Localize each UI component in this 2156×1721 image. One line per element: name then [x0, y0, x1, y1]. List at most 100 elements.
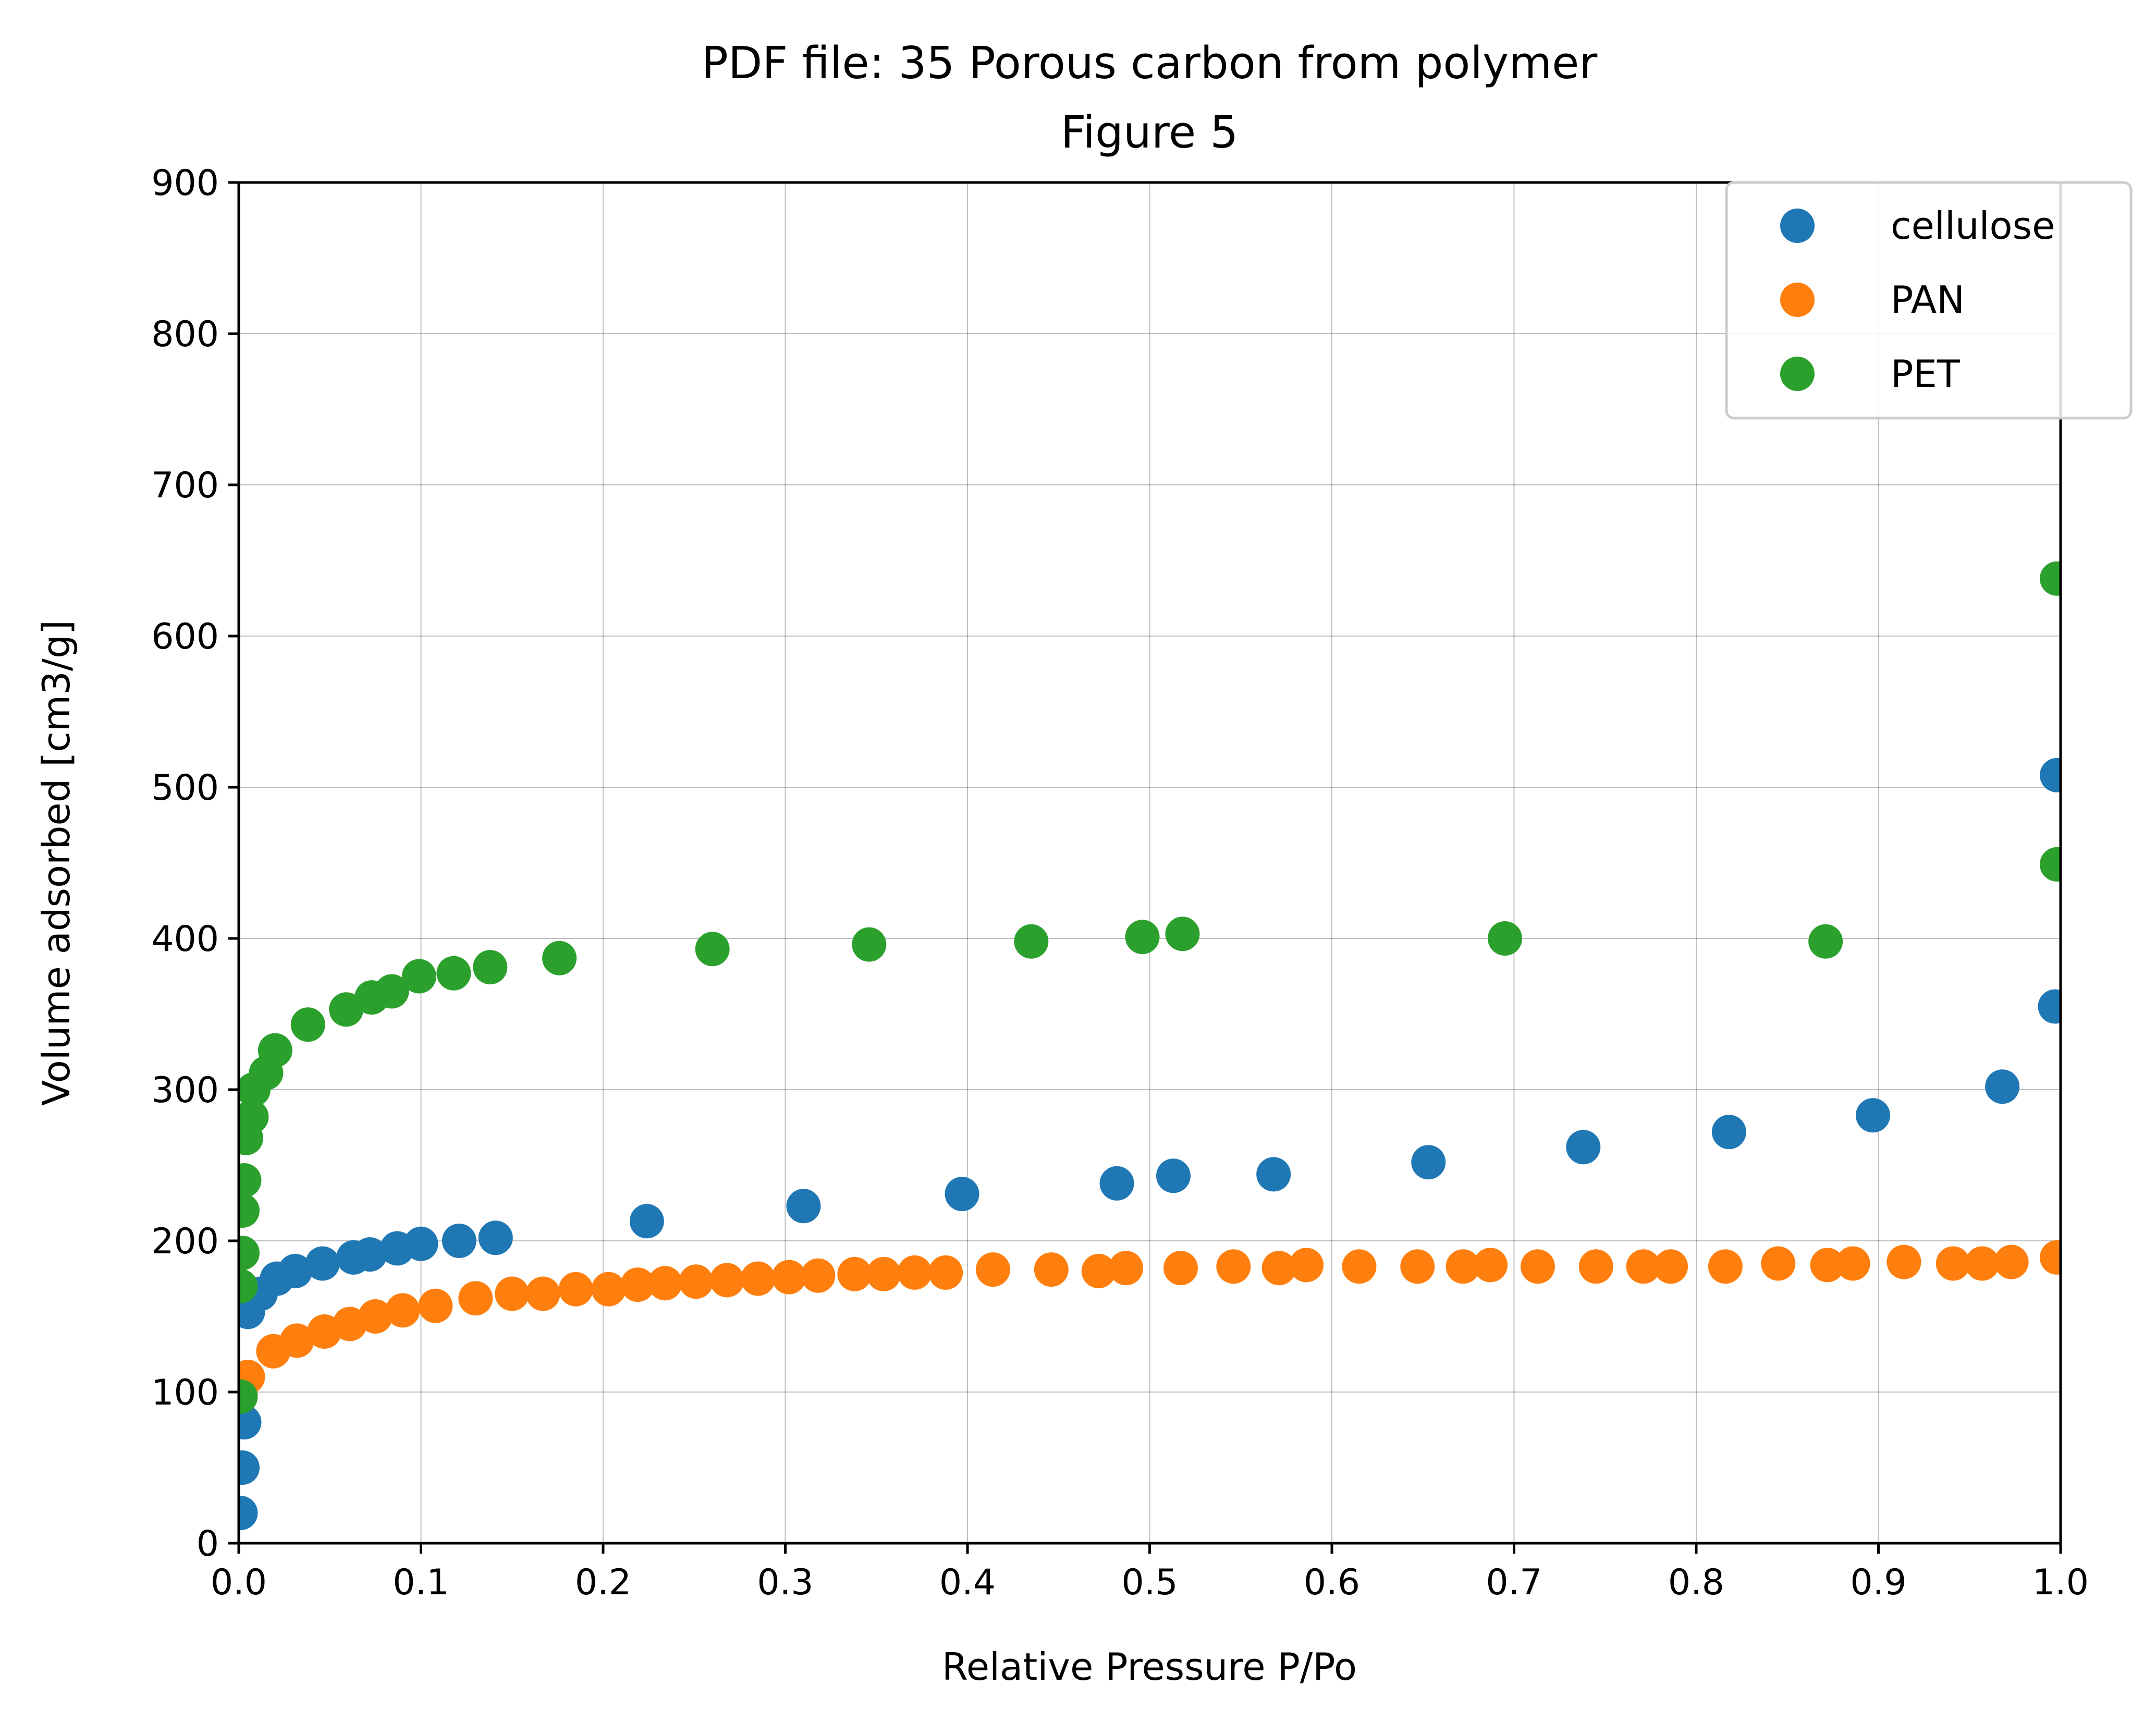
data-point-cellulose [352, 1237, 387, 1272]
data-point-pan [1810, 1248, 1845, 1283]
data-point-pan [525, 1276, 560, 1311]
data-point-pet [1488, 921, 1523, 956]
x-tick-label: 0.7 [1486, 1562, 1542, 1603]
data-point-pan [418, 1288, 453, 1323]
chart-subtitle: Figure 5 [1061, 107, 1239, 158]
legend-label-pet: PET [1891, 352, 1961, 396]
data-point-pet [402, 959, 437, 994]
data-point-cellulose [2040, 758, 2061, 792]
data-point-pan [741, 1261, 776, 1296]
data-point-pet [258, 1033, 292, 1068]
data-point-pan [1163, 1251, 1198, 1286]
x-tick-label: 0.3 [757, 1562, 813, 1603]
data-point-pet [239, 1100, 269, 1134]
data-point-pan [591, 1272, 626, 1307]
data-point-pan [1761, 1246, 1796, 1281]
data-point-pan [1081, 1254, 1116, 1288]
data-point-pan [1216, 1249, 1251, 1284]
data-point-pet [852, 927, 887, 962]
y-tick-label: 900 [151, 163, 219, 204]
series-pan [239, 1240, 2061, 1412]
data-point-pan [1520, 1249, 1555, 1284]
x-tick-label: 1.0 [2032, 1562, 2089, 1603]
data-point-cellulose [1985, 1069, 2020, 1104]
data-points [239, 561, 2061, 1530]
y-tick-label: 800 [151, 314, 219, 355]
data-point-pan [279, 1323, 314, 1358]
data-point-pan [837, 1256, 872, 1291]
data-point-cellulose [1156, 1158, 1191, 1193]
y-tick-label: 500 [151, 767, 219, 809]
data-point-pan [975, 1252, 1010, 1287]
legend-marker-cellulose [1780, 209, 1815, 243]
data-point-cellulose [305, 1246, 340, 1281]
data-point-pan [1994, 1244, 2029, 1279]
x-tick-label: 0.8 [1668, 1562, 1724, 1603]
data-point-pet [1808, 924, 1843, 959]
data-point-cellulose [629, 1204, 664, 1239]
data-point-cellulose [1711, 1115, 1746, 1150]
data-point-pan [771, 1260, 806, 1295]
data-point-pet [542, 941, 577, 975]
data-point-pan [1473, 1248, 1508, 1283]
data-point-pet [374, 974, 409, 1009]
x-tick-label: 0.2 [575, 1562, 631, 1603]
legend-marker-pet [1780, 357, 1815, 391]
data-point-pan [709, 1263, 744, 1298]
y-tick-label: 200 [151, 1221, 219, 1262]
x-tick-label: 0.9 [1850, 1562, 1906, 1603]
data-point-pet [1165, 917, 1200, 951]
data-point-pan [647, 1266, 682, 1301]
data-point-pan [1936, 1246, 1970, 1281]
data-point-cellulose [239, 1405, 262, 1439]
data-point-cellulose [403, 1226, 438, 1261]
x-tick-label: 0.4 [939, 1562, 996, 1603]
data-point-pet [239, 1163, 262, 1198]
data-point-pan [385, 1293, 420, 1328]
chart-title: PDF file: 35 Porous carbon from polymer [702, 38, 1598, 89]
data-point-pet [239, 1193, 260, 1228]
data-point-cellulose [239, 1450, 260, 1485]
data-point-pan [558, 1272, 593, 1307]
data-point-pan [1289, 1248, 1324, 1283]
data-point-pan [1708, 1249, 1743, 1284]
legend: cellulose PAN PET [1725, 181, 2133, 420]
y-tick-label: 100 [151, 1372, 219, 1413]
data-point-pan [1261, 1251, 1296, 1286]
data-point-pan [928, 1255, 963, 1290]
data-point-pan [1109, 1251, 1144, 1286]
data-point-pet [290, 1007, 325, 1042]
data-point-cellulose [278, 1254, 313, 1288]
data-point-pet [436, 956, 471, 991]
series-cellulose [239, 758, 2061, 1530]
y-axis-label: Volume adsorbed [cm3/g] [34, 620, 78, 1106]
legend-box [1725, 181, 2133, 420]
legend-label-pan: PAN [1891, 278, 1965, 322]
data-point-cellulose [1856, 1098, 1891, 1133]
data-point-pan [1034, 1252, 1069, 1287]
data-point-pan [1886, 1244, 1921, 1279]
data-point-pan [679, 1264, 714, 1299]
x-tick-label: 0.5 [1121, 1562, 1178, 1603]
data-point-pan [620, 1267, 655, 1302]
data-point-cellulose [442, 1224, 476, 1258]
data-point-cellulose [1566, 1130, 1601, 1165]
y-axis-ticks: 0 100 200 300 400 500 600 700 800 900 [151, 163, 239, 1565]
data-point-pan [1965, 1246, 2000, 1281]
data-point-pan [495, 1276, 530, 1311]
data-point-pet [329, 992, 364, 1027]
x-tick-label: 0.6 [1304, 1562, 1360, 1603]
data-point-pet [473, 950, 508, 985]
data-point-pan [1446, 1249, 1480, 1284]
data-point-pan [801, 1258, 836, 1293]
y-tick-label: 400 [151, 919, 219, 960]
data-point-cellulose [478, 1220, 513, 1255]
data-point-pet [2040, 561, 2061, 596]
data-point-cellulose [1256, 1157, 1291, 1192]
data-point-pan [1400, 1249, 1435, 1284]
data-point-pan [2040, 1240, 2061, 1275]
data-point-pet [1125, 920, 1160, 955]
data-point-cellulose [1411, 1145, 1446, 1180]
data-point-cellulose [1099, 1166, 1134, 1201]
